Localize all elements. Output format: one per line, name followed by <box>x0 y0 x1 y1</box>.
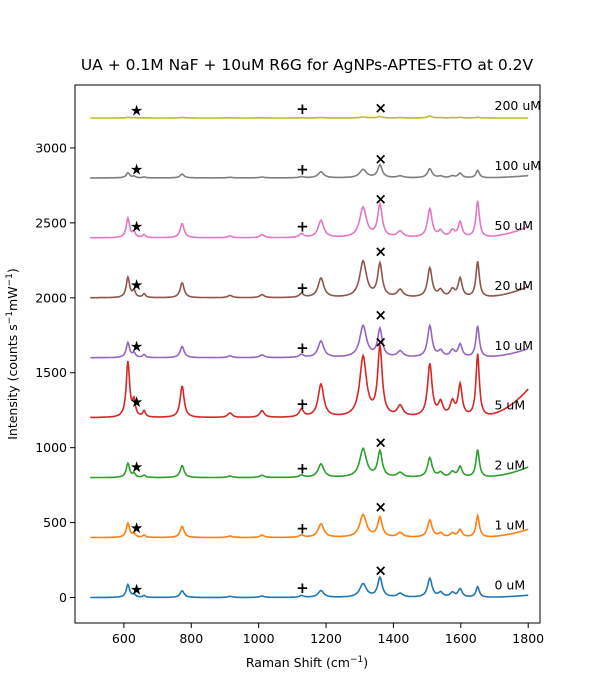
y-tick-label: 2500 <box>35 215 67 230</box>
series-line <box>90 163 529 179</box>
plus-marker: + <box>296 520 309 538</box>
series-line <box>90 200 529 239</box>
cross-marker: × <box>374 150 387 168</box>
x-axis-title: Raman Shift (cm−1) <box>246 655 368 670</box>
cross-marker: × <box>374 190 387 208</box>
series-label-layer: 0 uM 1 uM 2 uM 5 uM 10 uM 20 uM 50 uM 100 uM 200… <box>495 98 542 593</box>
series-label: 200 uM <box>495 98 542 113</box>
series-line <box>90 115 529 119</box>
x-tick-label: 1000 <box>243 631 275 646</box>
cross-marker: × <box>374 306 387 324</box>
series-label: 2 uM <box>495 458 526 473</box>
series-label: 0 uM <box>495 578 526 593</box>
plot-frame <box>74 84 541 624</box>
plus-marker: + <box>296 395 309 413</box>
star-marker: ★ <box>130 458 143 476</box>
star-marker: ★ <box>130 161 143 179</box>
y-tick-label: 2000 <box>35 290 67 305</box>
series-line <box>90 323 529 359</box>
y-axis: 0 500 1000 1500 2000 2500 3000 <box>35 140 75 605</box>
series-line <box>90 344 529 419</box>
x-tick-label: 1800 <box>512 631 544 646</box>
y-tick-label: 1500 <box>35 365 67 380</box>
series-line <box>90 575 529 599</box>
x-axis: 600 800 1000 1200 1400 1600 1800 <box>112 623 544 646</box>
series-label: 100 uM <box>495 158 542 173</box>
plus-marker: + <box>296 339 309 357</box>
star-marker: ★ <box>130 338 143 356</box>
star-marker: ★ <box>130 218 143 236</box>
marker-layer: ★ + × ★ + × ★ + × ★ + × ★ + × ★ + × ★ + × ★ + × ★ + × <box>130 99 387 598</box>
plus-marker: + <box>296 218 309 236</box>
series-label: 5 uM <box>495 398 526 413</box>
cross-marker: × <box>374 333 387 351</box>
plus-marker: + <box>296 161 309 179</box>
y-tick-label: 500 <box>43 515 67 530</box>
plus-marker: + <box>296 100 309 118</box>
series-line <box>90 447 529 479</box>
x-tick-label: 1400 <box>378 631 410 646</box>
x-tick-label: 600 <box>112 631 136 646</box>
star-marker: ★ <box>130 519 143 537</box>
series-label: 10 uM <box>495 338 534 353</box>
plus-marker: + <box>296 579 309 597</box>
star-marker: ★ <box>130 276 143 294</box>
x-tick-label: 800 <box>179 631 203 646</box>
series-label: 20 uM <box>495 278 534 293</box>
y-tick-label: 1000 <box>35 440 67 455</box>
cross-marker: × <box>374 562 387 580</box>
plus-marker: + <box>296 279 309 297</box>
y-tick-label: 0 <box>59 590 67 605</box>
cross-marker: × <box>374 242 387 260</box>
series-line <box>90 512 529 539</box>
star-marker: ★ <box>130 393 143 411</box>
star-marker: ★ <box>130 101 143 119</box>
cross-marker: × <box>374 433 387 451</box>
series-layer <box>90 115 529 599</box>
cross-marker: × <box>374 99 387 117</box>
x-tick-label: 1600 <box>445 631 477 646</box>
series-label: 50 uM <box>495 218 534 233</box>
chart-title: UA + 0.1M NaF + 10uM R6G for AgNPs-APTES… <box>81 56 534 74</box>
x-tick-label: 1200 <box>310 631 342 646</box>
series-label: 1 uM <box>495 518 526 533</box>
y-tick-label: 3000 <box>35 140 67 155</box>
plus-marker: + <box>296 460 309 478</box>
cross-marker: × <box>374 498 387 516</box>
y-axis-title: Intensity (counts s−1mW−1) <box>5 268 20 440</box>
series-line <box>90 259 529 299</box>
star-marker: ★ <box>130 580 143 598</box>
